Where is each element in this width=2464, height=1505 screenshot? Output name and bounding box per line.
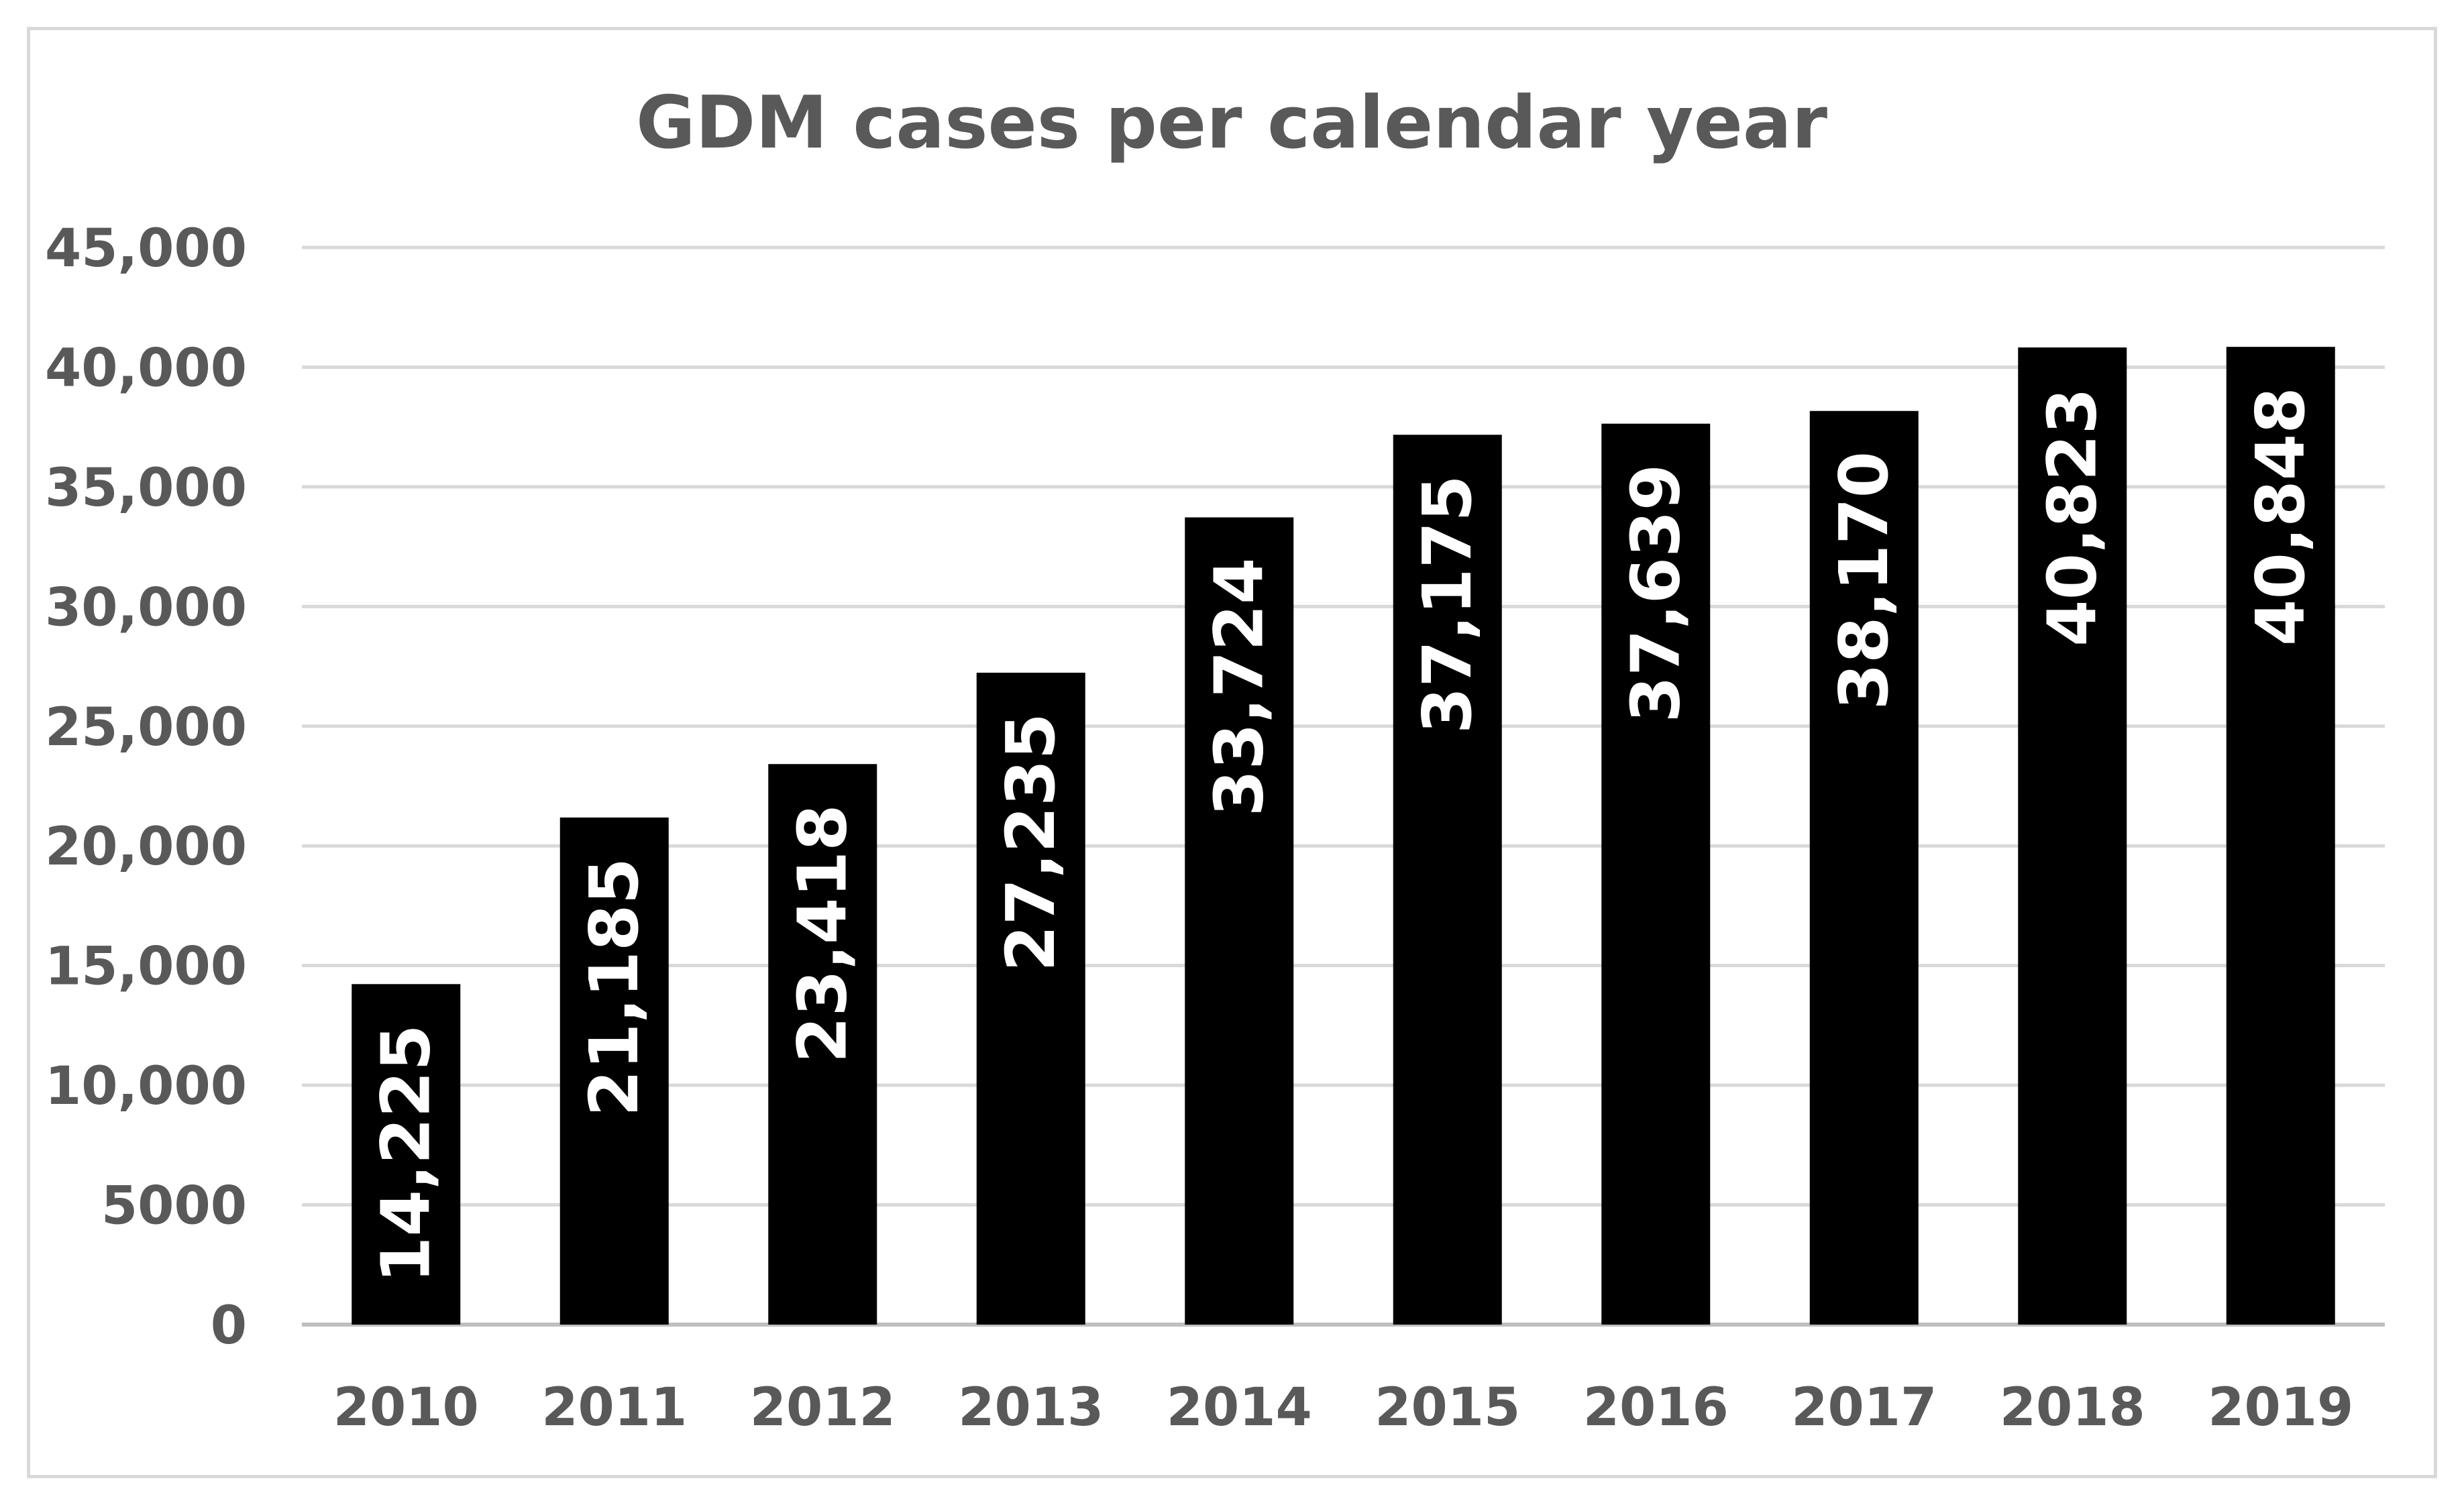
bars: 14,225 21,185 23,418 27,235 33,724 37,175 37,6… [352, 347, 2335, 1325]
y-tick-label: 5000 [101, 1176, 247, 1237]
data-label: 21,185 [575, 858, 653, 1117]
x-tick-label: 2015 [1375, 1378, 1520, 1438]
y-tick-label: 0 [211, 1296, 247, 1356]
bar-2015 [1393, 435, 1502, 1325]
y-tick-label: 10,000 [45, 1056, 247, 1117]
y-tick-label: 45,000 [45, 219, 247, 279]
y-tick-label: 40,000 [45, 338, 247, 398]
y-tick-label: 20,000 [45, 817, 247, 877]
data-label: 37,175 [1408, 475, 1487, 734]
x-tick-label: 2013 [958, 1378, 1104, 1438]
bar-2014 [1185, 517, 1294, 1325]
y-tick-label: 25,000 [45, 698, 247, 758]
bar-2017 [1809, 410, 1919, 1325]
x-tick-label: 2019 [2208, 1378, 2353, 1438]
bar-2018 [2018, 347, 2127, 1325]
y-axis: 0 5000 10,000 15,000 20,000 25,000 30,000 35,00… [45, 219, 247, 1356]
data-label: 40,848 [2241, 387, 2320, 646]
data-label: 27,235 [992, 713, 1070, 972]
x-tick-label: 2016 [1583, 1378, 1729, 1438]
bar-2016 [1601, 423, 1711, 1325]
x-tick-label: 2011 [541, 1378, 687, 1438]
data-label: 38,170 [1825, 451, 1903, 710]
y-tick-label: 30,000 [45, 577, 247, 638]
y-tick-label: 15,000 [45, 937, 247, 997]
x-tick-label: 2018 [2000, 1378, 2145, 1438]
data-label: 37,639 [1617, 464, 1695, 723]
bar-2019 [2226, 347, 2335, 1325]
x-tick-label: 2014 [1167, 1378, 1312, 1438]
bar-2010 [352, 984, 461, 1325]
y-tick-label: 35,000 [45, 458, 247, 518]
x-tick-label: 2012 [750, 1378, 896, 1438]
x-tick-label: 2010 [333, 1378, 479, 1438]
data-label: 33,724 [1200, 557, 1279, 816]
data-label: 40,823 [2033, 388, 2112, 647]
bar-2013 [976, 673, 1085, 1325]
data-label: 14,225 [367, 1024, 445, 1283]
data-label: 23,418 [784, 804, 862, 1063]
bar-2012 [768, 764, 877, 1325]
bar-2011 [559, 817, 669, 1325]
x-axis: 2010 2011 2012 2013 2014 2015 2016 2017 2018 2019 [333, 1378, 2354, 1438]
chart-title: GDM cases per calendar year [636, 81, 1827, 165]
x-tick-label: 2017 [1791, 1378, 1937, 1438]
